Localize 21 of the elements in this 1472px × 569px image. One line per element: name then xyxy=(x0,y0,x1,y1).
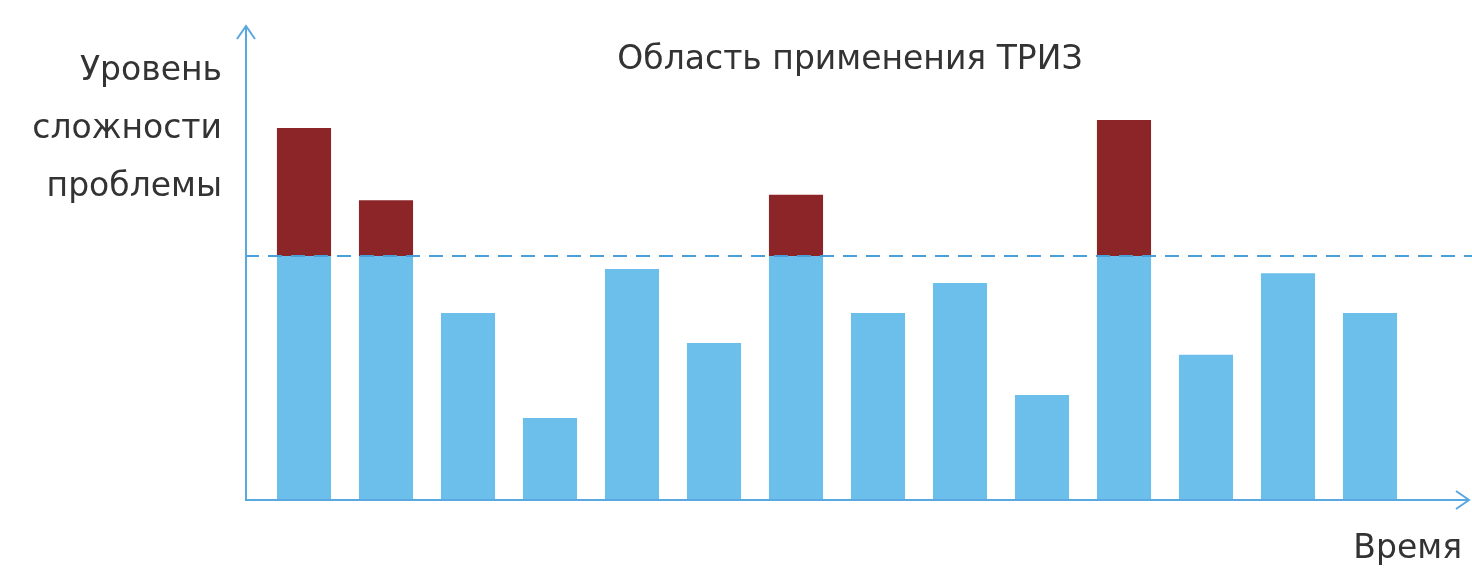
bar xyxy=(1096,120,1152,257)
bar xyxy=(850,313,906,500)
bar xyxy=(1178,354,1234,500)
bar xyxy=(1260,273,1316,500)
bar xyxy=(358,256,414,500)
bar xyxy=(276,127,332,257)
chart-title: Область применения ТРИЗ xyxy=(616,38,1084,77)
bar xyxy=(686,343,742,500)
bar xyxy=(768,256,824,500)
x-axis-title: Время xyxy=(1353,527,1462,566)
bar xyxy=(276,256,332,500)
bar xyxy=(1014,395,1070,500)
bar xyxy=(1096,256,1152,500)
bar xyxy=(1342,313,1398,500)
bar xyxy=(522,417,578,500)
y-axis-title: Уровень сложности проблемы xyxy=(31,48,222,206)
bar xyxy=(932,283,988,500)
bar xyxy=(604,268,660,500)
bar xyxy=(768,194,824,257)
bar xyxy=(440,313,496,500)
bar xyxy=(358,200,414,257)
